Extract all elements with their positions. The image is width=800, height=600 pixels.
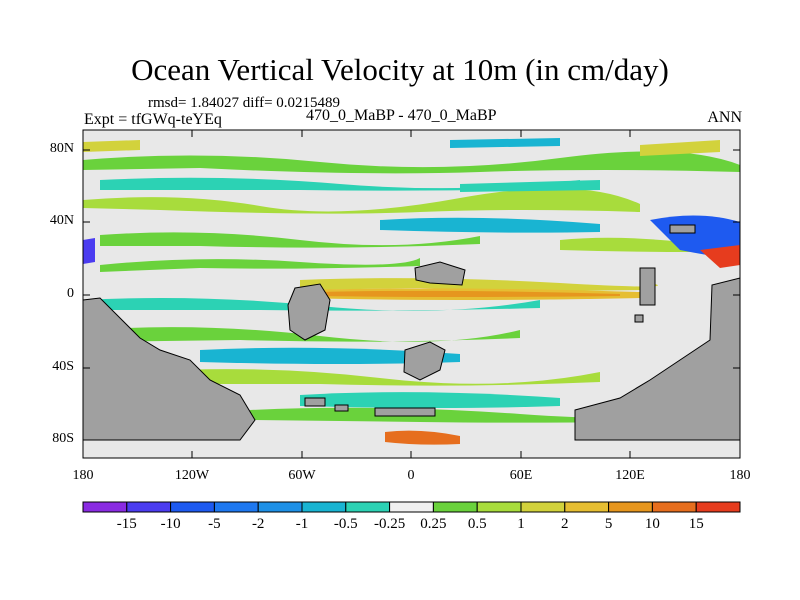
colorbar-label: 2 (561, 516, 569, 532)
colorbar (82, 501, 741, 513)
stats-text: rmsd= 1.84027 diff= 0.0215489 (148, 95, 341, 111)
land-bar-south2 (304, 397, 326, 407)
lon-label-60e: 60E (509, 468, 533, 483)
colorbar-label: -1 (295, 516, 309, 532)
lon-label-180e: 180 (729, 468, 751, 483)
land-bar-south (374, 407, 436, 417)
colorbar-box (213, 501, 259, 513)
land-island-south (403, 341, 446, 381)
lat-label-80n: 80N (49, 141, 74, 156)
land-right-continent (574, 277, 741, 441)
colorbar-box (301, 501, 347, 513)
lon-label-120e: 120E (615, 468, 645, 483)
colorbar-box (651, 501, 697, 513)
colorbar-label: -5 (208, 516, 221, 532)
colorbar-box (432, 501, 478, 513)
land-small-east2 (634, 314, 644, 323)
season-label: ANN (707, 109, 742, 126)
equatorial-band (83, 215, 740, 445)
land-bar-south3 (334, 404, 349, 412)
negative-bands (83, 138, 600, 408)
colorbar-box (520, 501, 566, 513)
colorbar-box (389, 501, 434, 513)
colorbar-box (82, 501, 128, 513)
colorbar-box (345, 501, 391, 513)
colorbar-label: 5 (604, 516, 613, 532)
colorbar-label: 0.25 (420, 516, 447, 532)
plot-title: Ocean Vertical Velocity at 10m (in cm/da… (131, 52, 669, 87)
lat-label-80s: 80S (52, 431, 74, 446)
colorbar-box (257, 501, 303, 513)
colorbar-box (476, 501, 522, 513)
colorbar-box (695, 501, 741, 513)
colorbar-label: -10 (160, 516, 181, 532)
lon-label-0: 0 (407, 468, 415, 483)
colorbar-label: -0.5 (333, 516, 358, 532)
lat-label-0: 0 (67, 286, 74, 301)
land-island-north (414, 261, 466, 286)
land-small-ne (669, 224, 696, 234)
colorbar-box (608, 501, 653, 513)
lat-label-40s: 40S (52, 359, 74, 374)
lat-label-40n: 40N (49, 213, 74, 228)
land-small-east (639, 267, 656, 306)
axis-ticks (83, 130, 740, 458)
lon-label-180w: 180 (72, 468, 94, 483)
colorbar-label: 15 (688, 516, 704, 532)
experiment-label: Expt = tfGWq-teYEq (84, 111, 222, 128)
colorbar-box (126, 501, 172, 513)
colorbar-label: 10 (644, 516, 660, 532)
colorbar-box (170, 501, 215, 513)
colorbar-label: -2 (251, 516, 265, 532)
land-masses (82, 224, 741, 441)
lon-label-60w: 60W (288, 468, 316, 483)
lon-label-120w: 120W (174, 468, 210, 483)
colorbar-label: 0.5 (467, 516, 487, 532)
colorbar-label: -0.25 (373, 516, 406, 532)
land-africa-like (287, 283, 331, 341)
colorbar-label: -15 (116, 516, 137, 532)
case-label: 470_0_MaBP - 470_0_MaBP (306, 107, 497, 124)
land-south-america-west (82, 297, 256, 441)
colorbar-label: 1 (517, 516, 525, 532)
colorbar-box (564, 501, 610, 513)
